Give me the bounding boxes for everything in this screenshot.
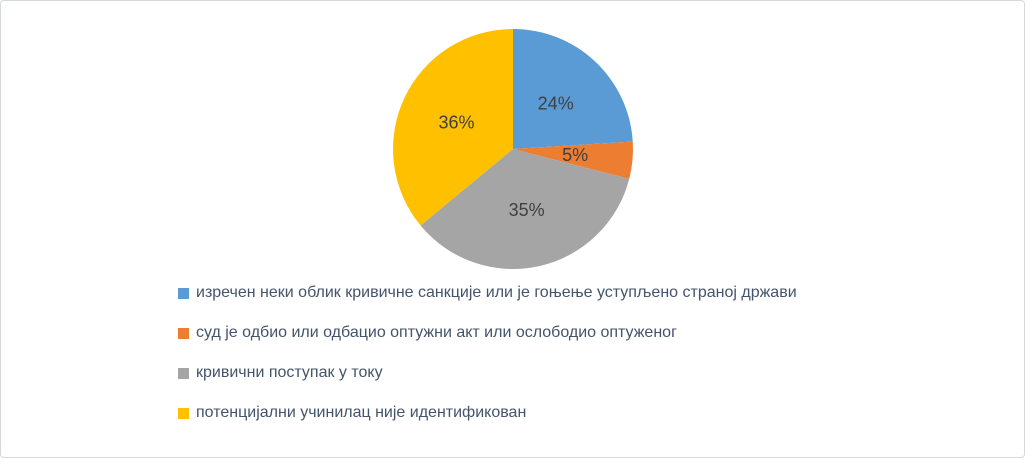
legend-item-2: кривични поступак у току <box>178 363 797 383</box>
legend-item-0: изречен неки облик кривичне санкције или… <box>178 283 797 303</box>
legend-item-label: изречен неки облик кривичне санкције или… <box>196 284 797 301</box>
legend-item-3: потенцијални учинилац није идентификован <box>178 403 797 423</box>
pie-slice-1 <box>513 141 633 179</box>
pie-slice-value-label-0: 24% <box>538 94 574 114</box>
legend-item-label: суд је одбио или одбацио оптужни акт или… <box>196 324 677 341</box>
pie-slice-3 <box>393 29 513 226</box>
pie-slice-value-label-3: 36% <box>438 112 474 132</box>
legend-item-label: потенцијални учинилац није идентификован <box>196 404 527 421</box>
pie-slice-value-label-2: 35% <box>509 200 545 220</box>
legend-item-1: суд је одбио или одбацио оптужни акт или… <box>178 323 797 343</box>
pie-slice-value-label-1: 5% <box>562 145 588 165</box>
chart-legend: изречен неки облик кривичне санкције или… <box>178 283 797 423</box>
pie-slice-0 <box>513 29 633 149</box>
legend-swatch-icon <box>178 367 189 379</box>
legend-swatch-icon <box>178 287 189 299</box>
pie-slice-2 <box>420 149 630 269</box>
legend-swatch-icon <box>178 407 189 419</box>
legend-swatch-icon <box>178 327 189 339</box>
legend-item-label: кривични поступак у току <box>196 364 383 381</box>
